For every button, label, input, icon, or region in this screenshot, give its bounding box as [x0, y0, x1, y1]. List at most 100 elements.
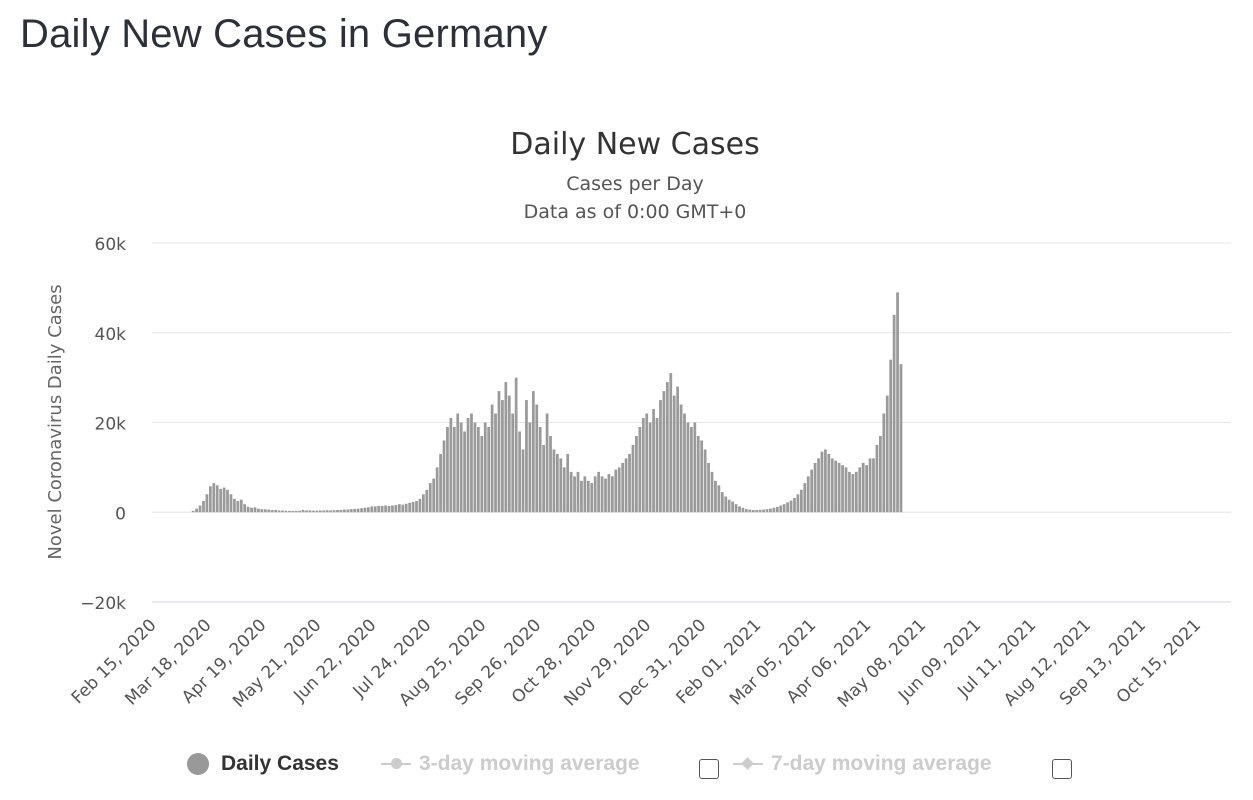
- bar[interactable]: [535, 404, 539, 513]
- bar[interactable]: [446, 426, 449, 513]
- bar[interactable]: [205, 494, 209, 513]
- bar[interactable]: [322, 510, 326, 513]
- bar[interactable]: [463, 431, 466, 513]
- bar[interactable]: [294, 510, 298, 513]
- bar[interactable]: [683, 413, 686, 513]
- bar[interactable]: [875, 444, 879, 513]
- bar[interactable]: [253, 507, 257, 513]
- bar[interactable]: [243, 504, 247, 513]
- bar[interactable]: [233, 498, 236, 513]
- bar[interactable]: [195, 508, 198, 513]
- bar[interactable]: [356, 508, 360, 513]
- bar[interactable]: [690, 426, 693, 513]
- bar[interactable]: [600, 476, 604, 513]
- bar[interactable]: [861, 462, 865, 513]
- bar[interactable]: [762, 509, 765, 513]
- bar[interactable]: [628, 453, 631, 513]
- bar[interactable]: [813, 462, 817, 513]
- bar[interactable]: [830, 458, 834, 513]
- legend-item-7-day-average[interactable]: 7-day moving average: [733, 752, 992, 776]
- bar[interactable]: [312, 510, 315, 513]
- bar[interactable]: [700, 440, 704, 513]
- bar[interactable]: [274, 510, 277, 513]
- bar[interactable]: [710, 471, 714, 513]
- bar[interactable]: [288, 510, 291, 513]
- bar[interactable]: [772, 507, 776, 513]
- bar[interactable]: [360, 508, 363, 513]
- bar[interactable]: [659, 400, 662, 513]
- bar[interactable]: [514, 377, 518, 513]
- bar[interactable]: [655, 418, 659, 513]
- bar[interactable]: [851, 474, 855, 513]
- bar[interactable]: [665, 382, 669, 513]
- bar[interactable]: [270, 510, 274, 513]
- bar[interactable]: [744, 509, 748, 513]
- bar[interactable]: [545, 413, 549, 513]
- legend-item-3-day-average[interactable]: 3-day moving average: [381, 752, 640, 776]
- bar[interactable]: [353, 508, 357, 513]
- bar[interactable]: [885, 395, 889, 513]
- bar[interactable]: [820, 451, 824, 513]
- bar[interactable]: [490, 404, 494, 513]
- bar[interactable]: [257, 508, 260, 513]
- bar[interactable]: [384, 505, 387, 513]
- bar[interactable]: [473, 422, 477, 513]
- bar[interactable]: [848, 471, 851, 513]
- bar[interactable]: [549, 435, 552, 513]
- bar[interactable]: [329, 510, 332, 513]
- bar[interactable]: [580, 480, 583, 513]
- bar[interactable]: [542, 444, 546, 513]
- bar[interactable]: [349, 509, 353, 513]
- bar[interactable]: [810, 469, 814, 513]
- bar[interactable]: [552, 449, 556, 513]
- bar[interactable]: [586, 480, 590, 513]
- bar[interactable]: [449, 418, 453, 513]
- bar[interactable]: [459, 422, 463, 513]
- bar[interactable]: [734, 504, 738, 513]
- bar[interactable]: [703, 449, 707, 513]
- bar[interactable]: [435, 467, 439, 513]
- bar[interactable]: [844, 467, 848, 513]
- bar[interactable]: [208, 486, 212, 513]
- bar[interactable]: [645, 413, 649, 513]
- bar[interactable]: [573, 476, 576, 513]
- bar[interactable]: [229, 494, 233, 513]
- bar[interactable]: [373, 506, 377, 513]
- bar[interactable]: [576, 471, 580, 513]
- bar[interactable]: [748, 509, 752, 513]
- bar[interactable]: [387, 505, 391, 513]
- bar[interactable]: [442, 440, 446, 513]
- bar[interactable]: [370, 506, 374, 513]
- bar[interactable]: [738, 506, 741, 513]
- bar[interactable]: [439, 453, 442, 513]
- bar[interactable]: [758, 509, 762, 513]
- bar[interactable]: [394, 505, 398, 513]
- bar[interactable]: [590, 483, 594, 513]
- bar[interactable]: [872, 458, 875, 513]
- bar[interactable]: [538, 426, 542, 513]
- bar[interactable]: [817, 458, 820, 513]
- bar[interactable]: [556, 453, 559, 513]
- bar[interactable]: [803, 483, 807, 513]
- bar[interactable]: [841, 465, 844, 513]
- bar[interactable]: [751, 510, 755, 513]
- bar[interactable]: [226, 489, 229, 513]
- bar[interactable]: [267, 509, 271, 513]
- bar[interactable]: [525, 400, 528, 513]
- bar[interactable]: [191, 510, 195, 513]
- bar[interactable]: [452, 426, 456, 513]
- bar[interactable]: [583, 476, 587, 513]
- bar[interactable]: [879, 435, 882, 513]
- bar[interactable]: [504, 382, 508, 513]
- bar[interactable]: [837, 462, 841, 513]
- bar[interactable]: [892, 314, 896, 513]
- bar[interactable]: [260, 509, 264, 513]
- bar[interactable]: [562, 467, 566, 513]
- bar[interactable]: [531, 391, 535, 513]
- bar[interactable]: [610, 476, 614, 513]
- bar[interactable]: [456, 413, 460, 513]
- bar[interactable]: [408, 502, 411, 513]
- bar[interactable]: [415, 501, 418, 513]
- bar[interactable]: [497, 391, 501, 513]
- bar[interactable]: [789, 500, 793, 513]
